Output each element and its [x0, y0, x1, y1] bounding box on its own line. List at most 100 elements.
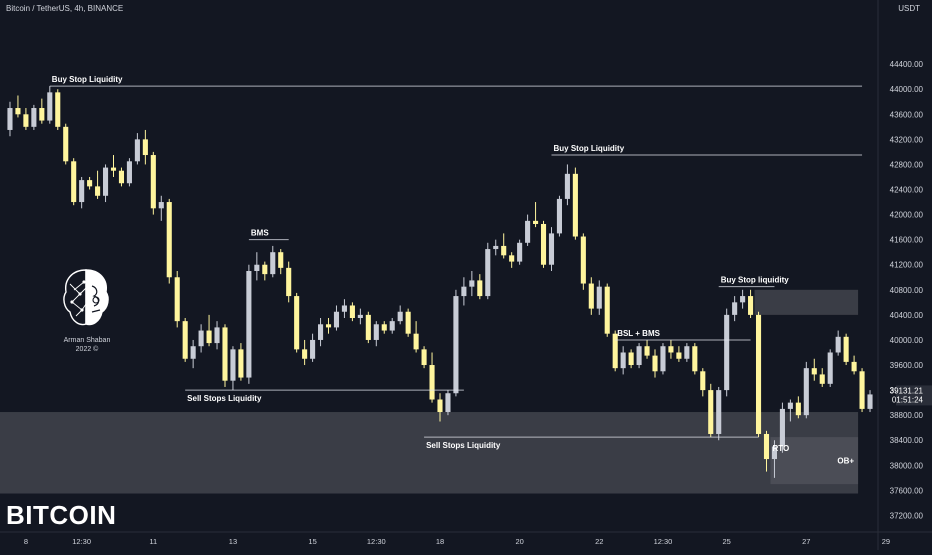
candle-body — [867, 394, 873, 409]
candle-body — [15, 108, 21, 115]
candle-body — [453, 296, 459, 394]
candle-body — [779, 408, 785, 447]
candle-body — [7, 108, 13, 130]
candle-body — [95, 186, 101, 196]
price-tick-label: 42800.00 — [890, 160, 924, 169]
candle-body — [23, 114, 29, 127]
annotation-label: BMS — [251, 229, 269, 238]
candle-body — [795, 402, 801, 416]
candle-body — [628, 352, 634, 366]
candle-body — [740, 296, 746, 303]
candle-body — [811, 368, 817, 375]
annotation-label: Buy Stop liquidity — [721, 276, 790, 285]
candle-body — [71, 161, 77, 203]
candle-body — [341, 305, 347, 312]
currency-label: USDT — [898, 4, 920, 13]
candle-body — [580, 236, 586, 284]
price-axis-layer: 37200.00 37600.00 38000.00 38400.00 38800.00… — [877, 0, 932, 550]
candle-body — [676, 352, 682, 359]
logo-author: Arman Shaban — [63, 337, 111, 344]
time-tick-label: 22 — [595, 537, 603, 546]
time-tick-label: 12:30 — [72, 537, 91, 546]
candle-body — [294, 296, 300, 350]
price-tick-label: 43200.00 — [890, 135, 924, 144]
zone-box — [754, 289, 859, 315]
zone-label: OB+ — [837, 457, 854, 466]
candle-body — [763, 433, 770, 460]
candle-body — [461, 286, 467, 297]
candle-body — [827, 352, 833, 384]
candle-body — [214, 327, 220, 344]
candle-body — [692, 346, 698, 372]
candle-body — [548, 233, 555, 265]
candle-body — [668, 346, 674, 353]
candle-body — [190, 346, 196, 359]
time-tick-label: 12:30 — [654, 537, 673, 546]
candle-body — [79, 180, 85, 203]
time-tick-label: 18 — [436, 537, 444, 546]
price-tick-label: 38800.00 — [890, 411, 924, 420]
candle-body — [620, 352, 626, 369]
page-title: BITCOIN — [6, 500, 117, 530]
countdown-label: 01:51:24 — [892, 395, 924, 404]
candle-body — [660, 346, 666, 372]
candle-body — [397, 311, 403, 322]
candle-body — [501, 245, 507, 256]
candle-body — [110, 167, 117, 171]
candle-body — [118, 170, 125, 184]
annotation-label: BSL + BMS — [617, 329, 660, 338]
candle-body — [134, 139, 140, 162]
candle-body — [819, 374, 825, 384]
candle-body — [477, 280, 483, 297]
candle-body — [182, 321, 188, 359]
price-tick-label: 37200.00 — [890, 511, 924, 520]
price-tick-label: 38400.00 — [890, 436, 924, 445]
price-tick-label: 44400.00 — [890, 60, 924, 69]
candle-body — [652, 355, 658, 372]
candle-body — [318, 324, 324, 340]
annotation-label: Sell Stops Liquidity — [187, 394, 262, 403]
zone-box — [770, 437, 859, 485]
zones-layer: OB+ — [0, 289, 859, 494]
candle-body — [596, 286, 602, 309]
candle-body — [310, 339, 316, 359]
candle-body — [787, 402, 793, 409]
candle-body — [254, 264, 260, 271]
candle-body — [278, 252, 284, 268]
candle-body — [31, 108, 37, 127]
candle-body — [572, 173, 578, 237]
time-tick-label: 25 — [723, 537, 731, 546]
candle-body — [445, 393, 451, 413]
candle-body — [142, 139, 148, 156]
price-tick-label: 40400.00 — [890, 311, 924, 320]
candle-body — [724, 314, 730, 391]
time-tick-label: 11 — [149, 537, 157, 546]
time-tick-label: 20 — [515, 537, 523, 546]
price-tick-label: 43600.00 — [890, 110, 924, 119]
candle-body — [437, 399, 443, 413]
last-price-badge — [896, 385, 932, 406]
time-tick-label: 12:30 — [367, 537, 386, 546]
candle-body — [525, 220, 531, 243]
annotation-label: Buy Stop Liquidity — [52, 75, 123, 84]
price-tick-label: 42400.00 — [890, 186, 924, 195]
candle-body — [755, 314, 762, 434]
candle-body — [230, 349, 236, 381]
candle-body — [564, 173, 570, 199]
price-tick-label: 41600.00 — [890, 236, 924, 245]
price-tick-label: 40800.00 — [890, 286, 924, 295]
price-tick-label: 38000.00 — [890, 461, 924, 470]
candle-body — [493, 245, 499, 250]
candle-body — [588, 283, 594, 309]
candle-body — [509, 255, 515, 262]
candle-body — [389, 321, 395, 331]
candle-body — [158, 202, 164, 209]
candle-body — [421, 349, 427, 366]
price-tick-label: 37600.00 — [890, 486, 924, 495]
candle-body — [604, 286, 610, 334]
candle-body — [835, 336, 841, 353]
candle-body — [87, 180, 93, 187]
candle-body — [55, 92, 61, 127]
